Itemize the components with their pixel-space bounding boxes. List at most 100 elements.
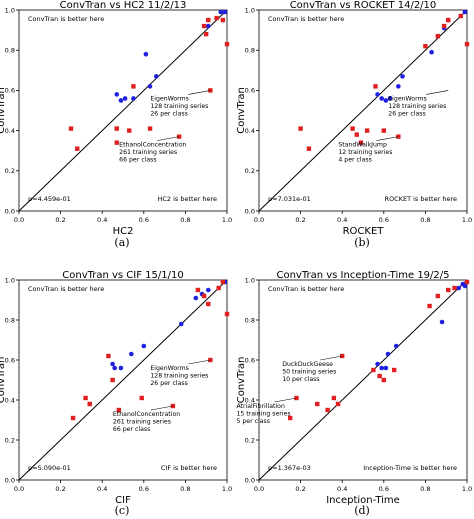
data-point-red [114,140,119,145]
annotation-leader-line [274,397,297,403]
data-point-blue [383,98,389,103]
annotation-leader-line [376,136,399,141]
diagonal-line [258,279,468,481]
plot-frame [258,279,468,481]
diagonal-line [18,279,228,481]
data-point-red [68,126,74,131]
x-tick-label: 0.8 [180,485,190,493]
scatter-panel-3: ConvTran vs Inception-Time 19/2/5 0.00.0 0… [236,270,472,517]
y-tick-label: 0.6 [245,87,255,95]
data-point-blue [131,96,136,101]
annotation-text: 66 per class [113,426,150,433]
data-point-blue [178,321,184,327]
panel-caption: (d) [354,504,370,517]
data-point-blue [147,84,153,89]
data-point-blue [205,287,211,293]
data-point-red [216,285,221,291]
x-axis-label: ROCKET [343,226,385,237]
x-tick-label: 0.4 [337,485,347,493]
data-point-red [306,146,312,151]
y-tick-label: 0.0 [245,476,255,484]
x-axis-label: Inception-Time [326,495,400,506]
data-point-red [114,126,119,131]
annotation-text: 12 training series [338,149,392,156]
data-point-red [381,128,386,133]
data-point-blue [396,84,401,89]
annotation-text: 26 per class [150,110,187,117]
y-tick-label: 0.2 [5,167,15,175]
annotation-text: 10 per class [282,376,319,383]
p-value-text: p=7.031e-01 [268,195,311,203]
annotation-text: 261 training series [119,149,177,156]
data-point-red [381,377,386,383]
data-point-red [214,15,219,21]
y-tick-label: 0.4 [245,396,255,404]
x-tick-label: 1.0 [222,216,232,224]
p-value-text: p=4.459e-01 [28,195,71,203]
data-point-blue [112,365,117,371]
chart-title: ConvTran vs CIF 15/1/10 [62,270,183,281]
data-point-blue [218,9,224,15]
data-point-red [423,43,428,49]
data-point-blue [462,283,468,289]
x-tick-label: 0.6 [139,485,149,493]
data-point-red [464,41,470,47]
y-tick-label: 0.6 [5,356,15,364]
annotation-leader-line [188,90,211,95]
y-tick-label: 0.2 [5,436,15,444]
annotation-text: 128 training series [150,373,208,380]
p-value-text: p=5.090e-01 [28,464,71,472]
scatter-panel-2: ConvTran vs CIF 15/1/10 0.00.0 0.2 0.2 0.4 0.… [0,270,232,517]
x-tick-label: 0.4 [97,485,107,493]
x-tick-label: 0.8 [420,216,430,224]
y-axis-label: ConvTran [0,357,7,404]
y-tick-label: 1.0 [5,276,15,284]
chart-title: ConvTran vs HC2 11/2/13 [60,0,187,11]
y-tick-label: 0.8 [5,47,15,55]
diagonal-line [18,9,228,212]
data-point-red [195,287,201,293]
y-tick-label: 0.8 [245,316,255,324]
data-point-red [87,401,92,407]
y-tick-label: 1.0 [5,6,15,14]
panel-caption: (c) [115,504,130,517]
x-tick-label: 0.8 [420,485,430,493]
data-point-blue [387,96,393,101]
data-point-red [452,285,457,291]
data-point-blue [375,361,380,367]
x-tick-label: 0.0 [14,216,24,224]
data-point-red [441,23,447,29]
data-point-blue [110,361,115,367]
data-point-blue [193,295,199,301]
data-point-blue [379,365,385,371]
data-point-blue [153,74,159,79]
plot-frame [18,9,228,212]
scatter-panel-0: ConvTran vs HC2 11/2/13 0.00.0 0.2 0.2 0.4 0.… [0,0,232,249]
x-axis-label: CIF [115,495,131,506]
region-text-top: ConvTran is better here [28,285,104,293]
data-point-red [220,17,226,23]
region-text-top: ConvTran is better here [28,15,104,23]
data-point-blue [429,49,434,55]
chart-title: ConvTran vs Inception-Time 19/2/5 [276,270,449,281]
data-point-blue [385,351,391,357]
data-point-red [201,23,207,29]
y-tick-label: 0.6 [245,356,255,364]
annotation-text: 15 training series [236,411,290,418]
y-tick-label: 0.8 [245,47,255,55]
y-tick-label: 0.8 [5,316,15,324]
y-tick-label: 1.0 [245,276,255,284]
y-tick-label: 0.4 [5,127,15,135]
y-axis-label: ConvTran [236,87,247,134]
x-tick-label: 1.0 [222,485,232,493]
data-point-red [201,293,207,299]
data-point-red [288,415,293,421]
x-tick-label: 0.4 [97,216,107,224]
chart-title: ConvTran vs ROCKET 14/2/10 [290,0,437,11]
y-tick-label: 1.0 [245,6,255,14]
data-point-red [377,373,382,379]
panel-caption: (b) [354,236,370,249]
x-tick-label: 0.4 [337,216,347,224]
annotation-text: 4 per class [338,157,372,164]
